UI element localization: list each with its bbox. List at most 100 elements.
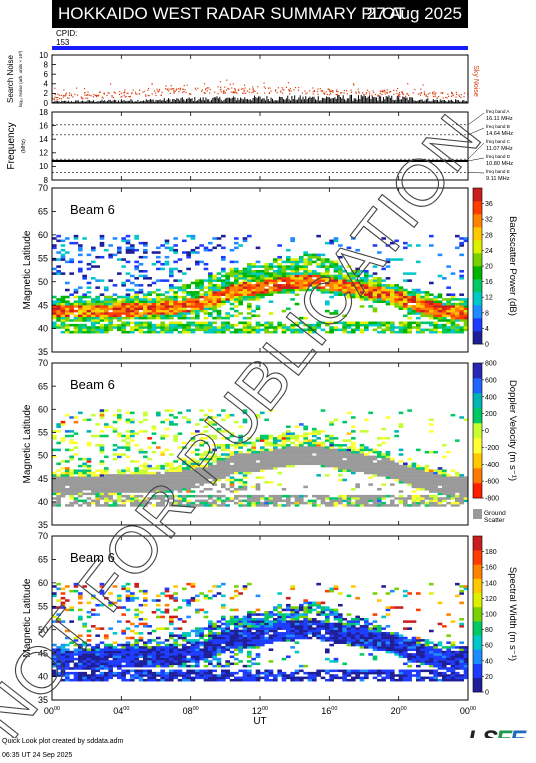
power-cell [385, 300, 391, 303]
velocity-cell [320, 409, 326, 412]
velocity-cell [130, 485, 135, 489]
sky-noise-point [329, 89, 331, 91]
velocity-cell [134, 485, 139, 489]
velocity-cell [394, 478, 399, 482]
velocity-cell [86, 457, 92, 461]
sky-noise-point [204, 92, 206, 94]
power-cell [351, 277, 356, 280]
power-cell [216, 326, 222, 329]
width-cell [108, 655, 113, 659]
power-cell [368, 281, 373, 285]
width-cell [73, 667, 79, 670]
power-cell [195, 307, 200, 311]
power-cell [299, 330, 304, 334]
velocity-cell [368, 450, 373, 454]
velocity-cell [125, 474, 131, 477]
width-cell [156, 655, 161, 659]
power-cell [342, 321, 347, 325]
power-cell [130, 305, 135, 308]
freq-band-leader [467, 127, 485, 136]
width-cell [121, 585, 126, 588]
power-cell [260, 272, 265, 275]
velocity-cells [52, 409, 469, 507]
velocity-cell [450, 478, 456, 482]
sky-noise-point [181, 91, 184, 93]
width-cell [130, 655, 135, 659]
power-cell [277, 270, 282, 273]
velocity-cell [355, 504, 360, 507]
velocity-cell [56, 448, 61, 452]
velocity-cell [372, 469, 378, 472]
velocity-cell [195, 474, 200, 477]
velocity-cell [403, 471, 408, 475]
velocity-cell [138, 490, 144, 493]
power-cell [411, 307, 417, 311]
power-cell [390, 300, 395, 303]
velocity-cell [338, 474, 343, 477]
sky-noise-point [425, 95, 427, 97]
power-cell [364, 291, 369, 294]
power-cell [147, 326, 152, 329]
velocity-cell [251, 501, 256, 505]
power-cell [195, 312, 200, 315]
power-cell [299, 277, 304, 280]
width-cell [156, 648, 161, 651]
power-cell [416, 309, 421, 313]
power-colorbar-swatch [473, 305, 482, 319]
power-cell [56, 234, 61, 238]
power-cell [281, 309, 287, 313]
power-colorbar-swatch [473, 227, 482, 241]
power-cell [424, 321, 430, 325]
velocity-cell [290, 464, 295, 468]
velocity-cell [333, 453, 339, 456]
power-cell [208, 272, 213, 275]
power-cell [208, 328, 213, 332]
velocity-cell [242, 420, 248, 424]
power-cell [182, 272, 187, 275]
velocity-cell [143, 476, 148, 479]
velocity-cell [355, 494, 360, 498]
power-cell [199, 288, 204, 292]
power-cell [446, 330, 451, 334]
power-cell [125, 323, 131, 327]
power-cell [255, 277, 261, 280]
width-cell [121, 653, 126, 656]
width-cell [156, 678, 161, 682]
velocity-cell [99, 485, 105, 489]
power-cell [338, 288, 343, 292]
sky-noise-point [222, 91, 224, 93]
power-cell [60, 253, 66, 257]
velocity-cell [56, 481, 61, 484]
velocity-cell [221, 471, 226, 475]
width-cell [82, 641, 87, 644]
power-cell [121, 323, 126, 327]
power-cell [255, 330, 261, 334]
power-cell [333, 262, 339, 266]
velocity-cell [190, 432, 196, 435]
velocity-cell [56, 504, 61, 507]
velocity-cell [229, 432, 235, 435]
cpid-value: 153 [56, 38, 70, 47]
velocity-cell [312, 462, 317, 466]
width-cell [91, 608, 96, 612]
power-cell [316, 255, 321, 259]
velocity-cell [273, 448, 278, 452]
velocity-cell [299, 423, 304, 426]
power-cell [455, 326, 460, 329]
power-cell [164, 279, 170, 282]
velocity-cell [329, 448, 334, 452]
power-cell [303, 272, 308, 275]
search-noise-ytick-label: 8 [44, 60, 49, 69]
velocity-cell [212, 474, 217, 477]
sky-noise-point [377, 95, 379, 97]
power-cell [134, 328, 139, 332]
velocity-cell [199, 499, 204, 503]
width-cell [125, 641, 131, 644]
width-cell [56, 618, 61, 621]
velocity-cell [182, 471, 187, 475]
width-cell [151, 674, 157, 677]
sky-noise-point [455, 91, 458, 94]
velocity-cell [216, 462, 222, 466]
power-cell [65, 260, 70, 264]
power-cell [147, 298, 152, 301]
